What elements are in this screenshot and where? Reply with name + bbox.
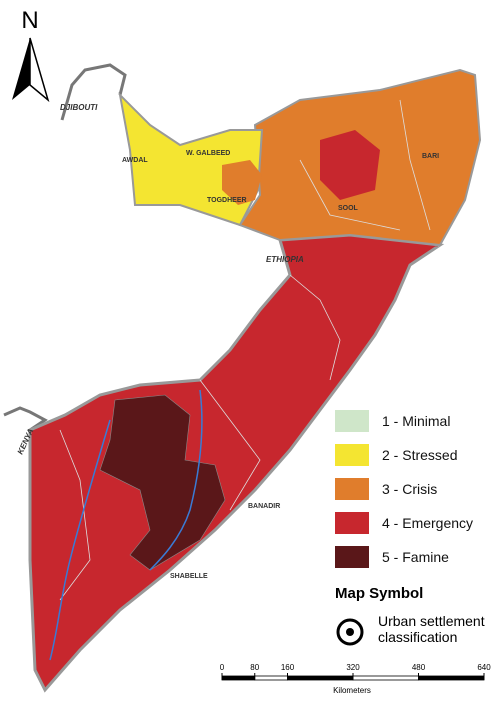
legend-swatch — [335, 546, 369, 568]
scale-tick-label: 0 — [220, 663, 225, 672]
country-label: ETHIOPIA — [266, 255, 304, 264]
region-label: BARI — [422, 153, 439, 160]
scale-tick-label: 160 — [281, 663, 295, 672]
region-label: W. GALBEED — [186, 150, 230, 157]
crisis-patch — [222, 160, 262, 205]
river — [149, 389, 203, 571]
emergency-patch — [320, 130, 380, 200]
kenya-border — [3, 406, 48, 432]
legend-swatch — [335, 512, 369, 534]
district-lines — [59, 99, 431, 601]
region-label: TOGDHEER — [207, 197, 247, 204]
scale-segment — [418, 675, 485, 681]
legend-label: 5 - Famine — [382, 549, 449, 565]
urban-symbol-dot — [346, 628, 354, 636]
scale-segment — [254, 675, 288, 681]
scale-unit: Kilometers — [333, 686, 371, 695]
region-label: SHABELLE — [170, 573, 208, 580]
scale-segment — [352, 675, 419, 681]
famine-area — [99, 394, 226, 571]
symbol-label-box: Urban settlement classification — [378, 613, 485, 645]
region-label: BANADIR — [248, 503, 280, 510]
djibouti-border — [60, 63, 127, 121]
scale-segment — [221, 675, 256, 681]
river — [49, 419, 111, 661]
region-label: AWDAL — [122, 157, 148, 164]
symbol-title: Map Symbol — [335, 585, 423, 602]
scale-bar: 0 80 160 320 480 640 — [220, 663, 491, 681]
scale-tick-label: 80 — [250, 663, 259, 672]
scale-tick-label: 320 — [346, 663, 360, 672]
scale-tick-label: 480 — [412, 663, 426, 672]
region-label: SOOL — [338, 205, 359, 212]
legend-label: 1 - Minimal — [382, 413, 450, 429]
legend-swatch — [335, 410, 369, 432]
scale-tick-label: 640 — [477, 663, 491, 672]
country-label: DJIBOUTI — [60, 103, 98, 112]
legend-swatch — [335, 444, 369, 466]
legend-swatch — [335, 478, 369, 500]
north-arrow — [12, 37, 50, 103]
legend-label: 3 - Crisis — [382, 481, 437, 497]
scale-segment — [287, 675, 354, 681]
symbol-label: Urban settlement classification — [378, 613, 485, 645]
legend-label: 2 - Stressed — [382, 447, 457, 463]
legend-label: 4 - Emergency — [382, 515, 473, 531]
legend: 1 - Minimal 2 - Stressed 3 - Crisis 4 - Eme… — [335, 410, 473, 568]
north-label: N — [21, 7, 38, 34]
